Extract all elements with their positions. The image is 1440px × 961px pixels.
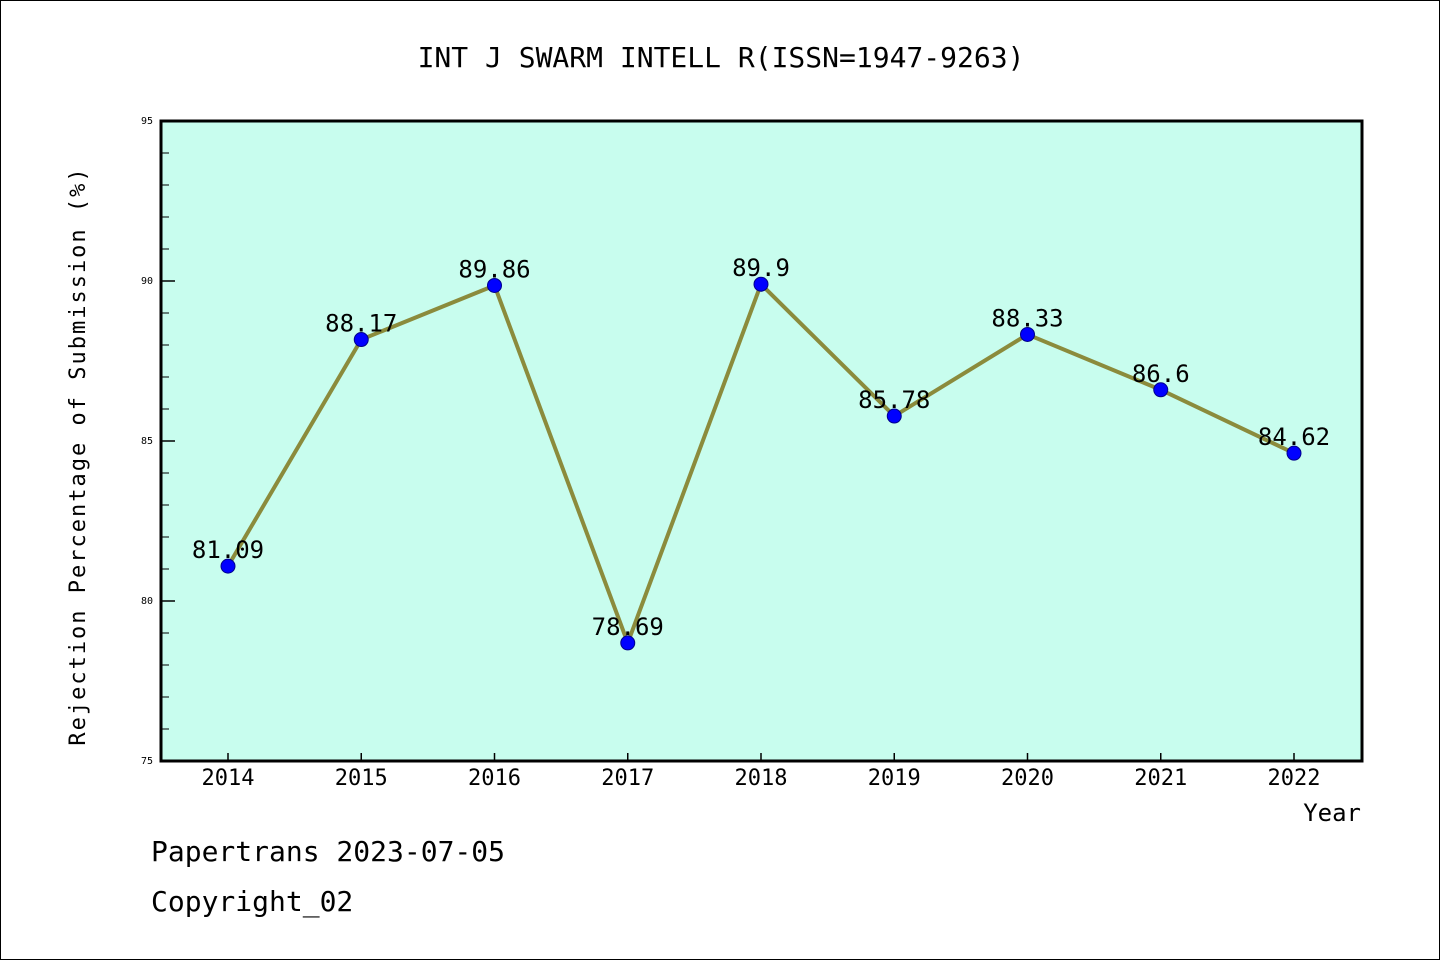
- footer-copyright-text: Copyright_02: [151, 885, 354, 918]
- x-axis-ticks: 2014 2015 2016 2017 2018 2019 2020 2021 2022: [202, 753, 1321, 791]
- data-point-marker: [1286, 445, 1302, 461]
- footer-date-text: Papertrans 2023-07-05: [151, 835, 506, 868]
- x-tick-label: 2021: [1134, 766, 1187, 791]
- data-point-marker: [886, 408, 902, 424]
- plot-area: [159, 119, 1364, 763]
- data-point-label: 88.33: [991, 304, 1063, 332]
- data-point-marker: [620, 635, 636, 651]
- data-point-label: 89.86: [458, 255, 530, 283]
- y-tick-label: 80: [141, 596, 153, 607]
- data-labels: 81.09 88.17 89.86 78.69 89.9 85.78 88.33 86.6 84…: [192, 254, 1330, 641]
- x-tick-label: 2016: [468, 766, 521, 791]
- data-point-label: 86.6: [1132, 360, 1190, 388]
- x-tick-label: 2018: [735, 766, 788, 791]
- data-point-label: 81.09: [192, 536, 264, 564]
- data-point-marker: [1153, 382, 1169, 398]
- data-point-label: 84.62: [1258, 423, 1330, 451]
- x-axis-label: Year: [1303, 799, 1361, 827]
- data-point-marker: [220, 558, 236, 574]
- data-point-marker: [353, 332, 369, 348]
- x-tick-label: 2017: [601, 766, 654, 791]
- x-tick-label: 2022: [1268, 766, 1321, 791]
- chart-title: INT J SWARM INTELL R(ISSN=1947-9263): [418, 41, 1025, 74]
- data-point-label: 85.78: [858, 386, 930, 414]
- data-point-marker: [487, 277, 502, 293]
- y-tick-label: 90: [141, 276, 153, 287]
- series-markers: [220, 276, 1302, 651]
- y-axis-label: Rejection Percentage of Submission (%): [66, 166, 91, 745]
- y-axis-ticks: 75 80 85 90 95: [141, 116, 175, 767]
- y-axis-minor-ticks: [161, 152, 169, 730]
- data-point-label: 89.9: [732, 254, 790, 282]
- x-tick-label: 2014: [202, 766, 255, 791]
- data-point-marker: [1020, 326, 1035, 342]
- x-tick-label: 2020: [1001, 766, 1054, 791]
- y-tick-label: 75: [141, 756, 153, 767]
- x-tick-label: 2019: [868, 766, 921, 791]
- x-tick-label: 2015: [335, 766, 388, 791]
- y-tick-label: 85: [141, 436, 153, 447]
- y-tick-label: 95: [141, 116, 153, 127]
- data-point-label: 88.17: [325, 310, 397, 338]
- data-point-marker: [753, 276, 769, 292]
- data-point-label: 78.69: [592, 613, 664, 641]
